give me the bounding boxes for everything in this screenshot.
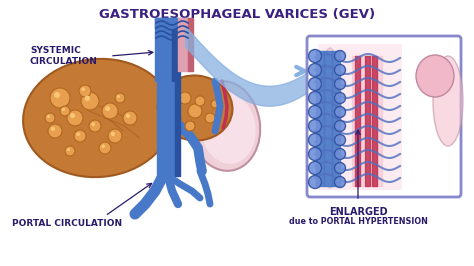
Circle shape xyxy=(185,121,195,131)
Circle shape xyxy=(170,96,180,106)
Circle shape xyxy=(309,176,321,189)
Ellipse shape xyxy=(190,81,260,171)
Circle shape xyxy=(309,119,321,132)
Circle shape xyxy=(188,104,202,118)
Text: PORTAL CIRCULATION: PORTAL CIRCULATION xyxy=(12,219,122,228)
Circle shape xyxy=(179,92,191,104)
Circle shape xyxy=(50,88,70,108)
FancyBboxPatch shape xyxy=(307,36,461,197)
Circle shape xyxy=(105,106,110,111)
Circle shape xyxy=(117,95,120,98)
Text: SYSTEMIC
CIRCULATION: SYSTEMIC CIRCULATION xyxy=(30,45,98,66)
Circle shape xyxy=(99,142,111,154)
Circle shape xyxy=(309,64,321,77)
Circle shape xyxy=(335,78,346,89)
Circle shape xyxy=(74,130,86,142)
Circle shape xyxy=(335,148,346,160)
Circle shape xyxy=(82,88,85,91)
Ellipse shape xyxy=(157,76,232,140)
Circle shape xyxy=(48,124,62,138)
Circle shape xyxy=(67,110,83,126)
Circle shape xyxy=(60,106,70,116)
Circle shape xyxy=(309,77,321,90)
Circle shape xyxy=(67,148,70,151)
Circle shape xyxy=(211,100,219,108)
Text: GASTROESOPHAGEAL VARICES (GEV): GASTROESOPHAGEAL VARICES (GEV) xyxy=(99,8,375,21)
Circle shape xyxy=(54,92,60,98)
Circle shape xyxy=(51,127,55,131)
Text: ENLARGED: ENLARGED xyxy=(328,207,387,217)
Circle shape xyxy=(102,103,118,119)
Circle shape xyxy=(335,163,346,173)
Circle shape xyxy=(81,92,99,110)
Ellipse shape xyxy=(433,56,463,146)
Ellipse shape xyxy=(201,92,255,164)
Circle shape xyxy=(84,95,90,101)
Circle shape xyxy=(309,92,321,105)
Circle shape xyxy=(115,93,125,103)
Circle shape xyxy=(76,132,80,136)
Circle shape xyxy=(309,106,321,118)
Circle shape xyxy=(111,132,115,136)
Circle shape xyxy=(169,112,181,124)
Circle shape xyxy=(335,120,346,131)
Text: due to PORTAL HYPERTENSION: due to PORTAL HYPERTENSION xyxy=(289,218,428,227)
Circle shape xyxy=(335,135,346,146)
Circle shape xyxy=(47,115,50,118)
Circle shape xyxy=(309,161,321,174)
Circle shape xyxy=(101,144,105,148)
Circle shape xyxy=(45,113,55,123)
Circle shape xyxy=(309,134,321,147)
Circle shape xyxy=(335,93,346,103)
Circle shape xyxy=(309,49,321,63)
FancyBboxPatch shape xyxy=(318,44,402,190)
Circle shape xyxy=(65,146,75,156)
Circle shape xyxy=(195,96,205,106)
Circle shape xyxy=(123,111,137,125)
Circle shape xyxy=(91,122,95,126)
Circle shape xyxy=(335,177,346,188)
Circle shape xyxy=(335,64,346,76)
Circle shape xyxy=(62,108,65,111)
Circle shape xyxy=(79,85,91,97)
Circle shape xyxy=(89,120,101,132)
Circle shape xyxy=(70,113,75,118)
Circle shape xyxy=(335,51,346,61)
Ellipse shape xyxy=(23,59,173,177)
Circle shape xyxy=(309,148,321,160)
Ellipse shape xyxy=(319,48,341,188)
Circle shape xyxy=(126,114,130,118)
Circle shape xyxy=(108,129,122,143)
Circle shape xyxy=(335,106,346,118)
Circle shape xyxy=(205,113,215,123)
Ellipse shape xyxy=(416,55,454,97)
